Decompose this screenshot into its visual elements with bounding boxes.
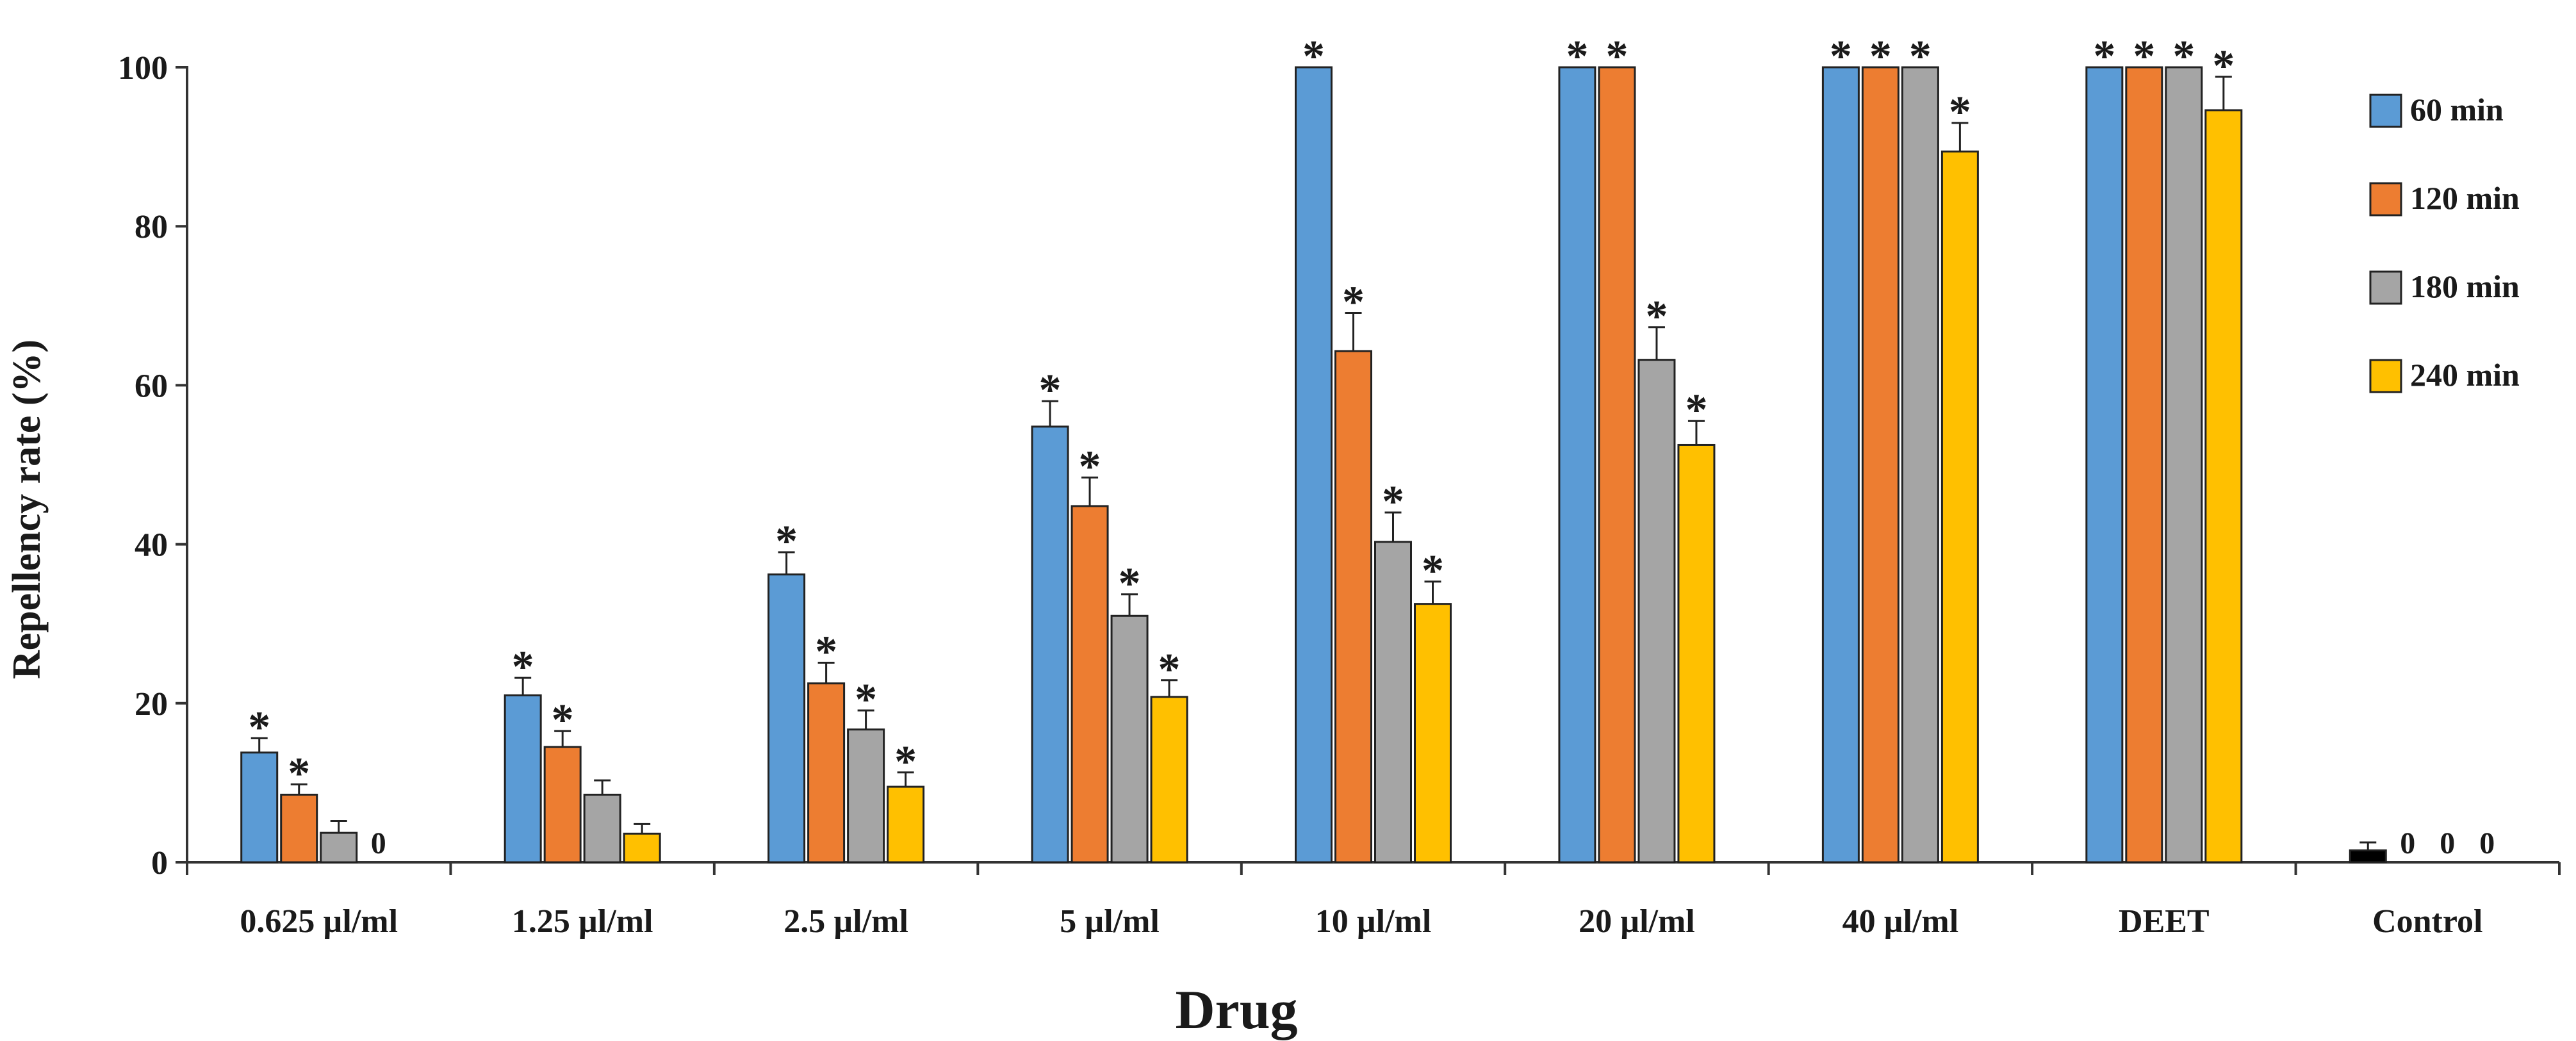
x-tick-label: 20 µl/ml bbox=[1579, 903, 1695, 940]
legend: 60 min 120 min 180 min 240 min bbox=[2369, 92, 2520, 393]
significance-marker: * bbox=[2212, 42, 2235, 91]
x-tick-label: 10 µl/ml bbox=[1315, 903, 1432, 940]
bar bbox=[1861, 66, 1899, 864]
zero-value-label: 0 bbox=[2479, 826, 2495, 860]
significance-marker: * bbox=[1302, 32, 1325, 81]
significance-marker: * bbox=[2172, 32, 2195, 81]
legend-label: 60 min bbox=[2410, 92, 2504, 127]
bar bbox=[1031, 425, 1069, 864]
y-tick-label: 100 bbox=[118, 50, 168, 86]
x-tick-label: DEET bbox=[2119, 903, 2210, 940]
bar bbox=[767, 573, 806, 864]
significance-marker: * bbox=[1909, 32, 1932, 81]
bar bbox=[543, 746, 582, 864]
significance-marker: * bbox=[894, 737, 917, 787]
legend-label: 120 min bbox=[2410, 180, 2520, 216]
x-axis: 0.625 µl/ml 1.25 µl/ml 2.5 µl/ml 5 µl/ml 10 … bbox=[186, 861, 2561, 940]
bar bbox=[1677, 443, 1716, 864]
legend-label: 180 min bbox=[2410, 268, 2520, 304]
bar bbox=[1295, 66, 1333, 864]
significance-marker: * bbox=[2133, 32, 2155, 81]
bar bbox=[1558, 66, 1596, 864]
y-tick-label: 60 bbox=[135, 368, 168, 404]
significance-marker: * bbox=[512, 643, 534, 692]
bar-markers: **0*************** **** * *** * * *0 0 0 bbox=[248, 32, 2495, 860]
bar bbox=[504, 694, 542, 864]
significance-marker: * bbox=[288, 749, 310, 798]
bar bbox=[1071, 505, 1109, 864]
x-tick-label: 1.25 µl/ml bbox=[512, 903, 653, 940]
legend-swatch bbox=[2369, 270, 2402, 305]
zero-value-label: 0 bbox=[2400, 826, 2415, 860]
significance-marker: * bbox=[1422, 546, 1444, 596]
significance-marker: * bbox=[1645, 292, 1668, 341]
significance-marker: * bbox=[1830, 32, 1852, 81]
significance-marker: * bbox=[815, 628, 837, 677]
significance-marker: * bbox=[775, 517, 798, 566]
x-axis-title: Drug bbox=[1175, 979, 1297, 1040]
bar bbox=[2204, 109, 2243, 864]
significance-marker: * bbox=[1158, 645, 1181, 694]
significance-marker: * bbox=[1342, 277, 1365, 327]
bar bbox=[1901, 66, 1939, 864]
bar bbox=[583, 794, 621, 864]
legend-swatch bbox=[2369, 182, 2402, 217]
bar bbox=[1374, 541, 1412, 864]
bar bbox=[320, 832, 358, 864]
y-axis-title: Repellency rate (%) bbox=[5, 340, 49, 679]
bar bbox=[240, 751, 279, 864]
y-tick-label: 40 bbox=[135, 527, 168, 564]
significance-marker: * bbox=[248, 703, 270, 752]
y-tick-label: 80 bbox=[135, 209, 168, 245]
bar bbox=[1940, 151, 1979, 864]
significance-marker: * bbox=[2093, 32, 2115, 81]
significance-marker: * bbox=[1949, 88, 1971, 137]
bar bbox=[1334, 350, 1372, 864]
significance-marker: * bbox=[1566, 32, 1588, 81]
significance-marker: * bbox=[1039, 366, 1062, 415]
x-tick-label: 2.5 µl/ml bbox=[783, 903, 908, 940]
legend-swatch bbox=[2369, 94, 2402, 128]
significance-marker: * bbox=[1079, 442, 1101, 491]
zero-value-label: 0 bbox=[371, 826, 386, 860]
bar bbox=[1821, 66, 1860, 864]
bars bbox=[240, 66, 2387, 864]
bar bbox=[2125, 66, 2163, 864]
significance-marker: * bbox=[1869, 32, 1892, 81]
significance-marker: * bbox=[1605, 32, 1628, 81]
y-tick-label: 0 bbox=[151, 845, 168, 881]
bar bbox=[2349, 849, 2387, 864]
y-tick-label: 20 bbox=[135, 686, 168, 723]
significance-marker: * bbox=[1119, 559, 1141, 609]
significance-marker: * bbox=[1382, 477, 1404, 527]
significance-marker: * bbox=[1685, 386, 1707, 435]
bar bbox=[1637, 359, 1676, 864]
bar bbox=[2085, 66, 2124, 864]
y-axis: 0 20 40 60 80 100 bbox=[118, 50, 188, 881]
legend-swatch bbox=[2369, 359, 2402, 393]
x-tick-label: Control bbox=[2372, 903, 2482, 940]
significance-marker: * bbox=[552, 696, 574, 745]
bar bbox=[623, 832, 661, 864]
significance-marker: * bbox=[855, 675, 877, 725]
bar bbox=[887, 785, 925, 864]
bar bbox=[807, 682, 846, 864]
bar bbox=[280, 794, 318, 864]
bar bbox=[1414, 603, 1452, 864]
bar bbox=[847, 728, 885, 864]
x-tick-label: 40 µl/ml bbox=[1842, 903, 1959, 940]
x-tick-label: 5 µl/ml bbox=[1060, 903, 1160, 940]
legend-label: 240 min bbox=[2410, 357, 2520, 393]
bar bbox=[1110, 614, 1149, 864]
zero-value-label: 0 bbox=[2440, 826, 2455, 860]
bar bbox=[1150, 696, 1188, 864]
bar bbox=[2165, 66, 2203, 864]
x-tick-label: 0.625 µl/ml bbox=[240, 903, 398, 940]
bar bbox=[1598, 66, 1636, 864]
